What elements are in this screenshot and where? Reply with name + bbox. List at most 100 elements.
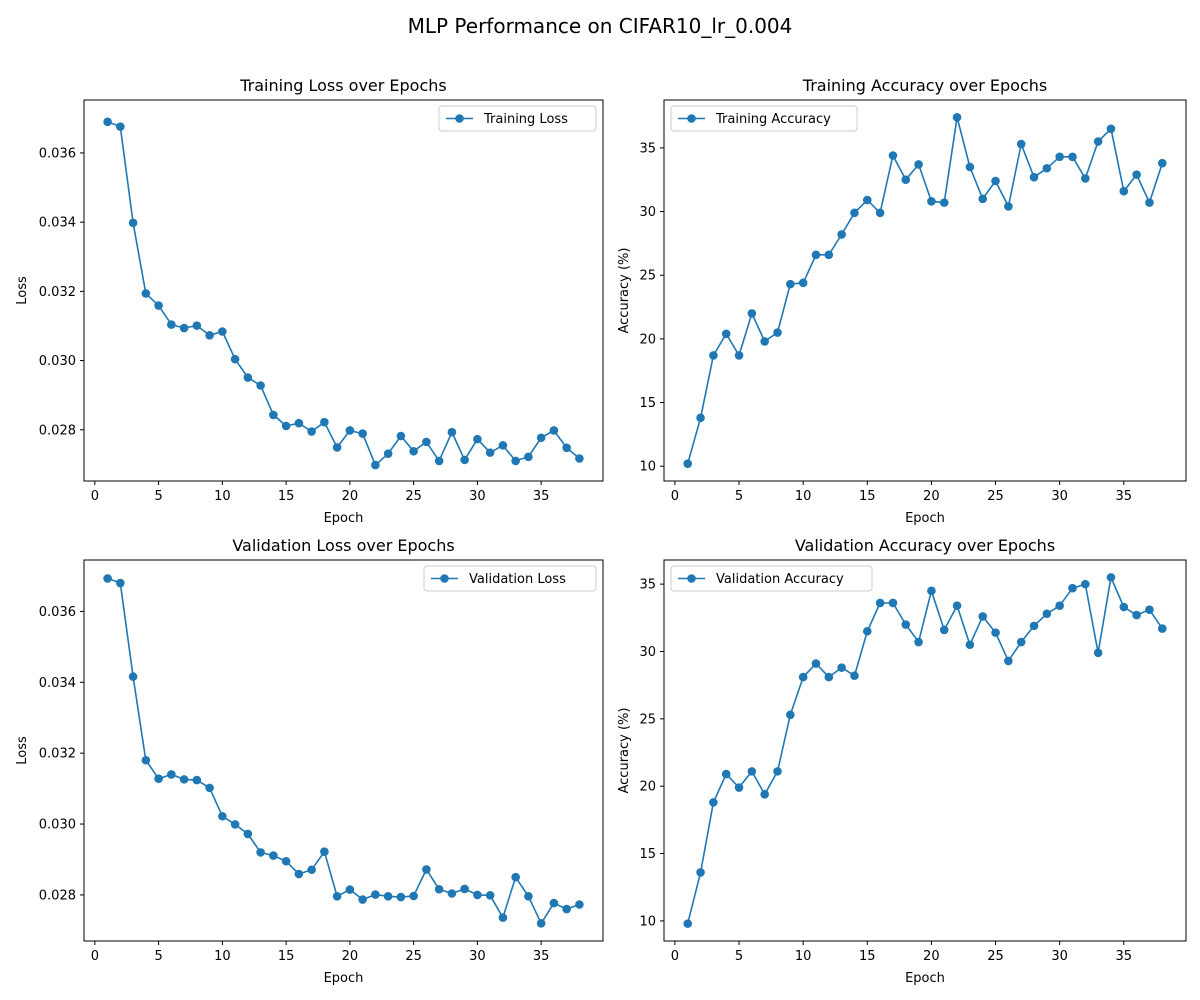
data-point xyxy=(281,421,291,431)
y-tick-label: 20 xyxy=(639,780,656,795)
x-tick-label: 20 xyxy=(342,489,359,504)
data-point xyxy=(721,329,731,339)
data-point xyxy=(991,176,1000,186)
x-tick-label: 10 xyxy=(795,949,812,964)
data-point xyxy=(141,289,151,298)
data-point xyxy=(536,918,546,928)
legend-box xyxy=(670,565,873,592)
data-point xyxy=(773,767,782,776)
x-axis-label: Epoch xyxy=(905,971,945,986)
x-tick-label: 0 xyxy=(91,949,99,964)
data-point xyxy=(1042,163,1052,173)
data-point xyxy=(875,208,885,218)
data-point xyxy=(1081,174,1090,183)
x-tick-label: 0 xyxy=(671,949,679,964)
data-point xyxy=(205,783,214,793)
legend-label: Validation Accuracy xyxy=(716,572,844,587)
x-tick-label: 5 xyxy=(154,949,162,964)
data-point xyxy=(798,278,808,288)
data-point xyxy=(218,327,227,336)
x-tick-label: 35 xyxy=(1116,489,1133,504)
data-point xyxy=(371,460,380,470)
data-point xyxy=(218,811,227,821)
chart-panel-2: Training Accuracy over Epochs 0 5 10 15 20 25 3… xyxy=(617,76,1187,526)
data-point xyxy=(269,851,278,860)
data-point xyxy=(901,175,911,185)
data-point xyxy=(747,767,757,776)
axes-frame xyxy=(83,99,604,482)
data-point xyxy=(747,309,757,318)
data-point xyxy=(786,710,795,720)
data-point xyxy=(332,892,342,901)
legend: Validation Loss xyxy=(423,565,597,592)
series-line xyxy=(686,576,1163,924)
y-tick-label: 15 xyxy=(639,847,656,862)
data-point xyxy=(696,413,705,423)
y-axis-label: Accuracy (%) xyxy=(617,248,632,334)
data-point xyxy=(1042,609,1052,619)
chart-panel-3: Validation Loss over Epochs 0 5 10 15 20 25 30 3… xyxy=(15,536,604,986)
data-point xyxy=(434,884,444,894)
y-axis-label: Accuracy (%) xyxy=(617,708,632,794)
data-point xyxy=(524,452,533,462)
y-tick-label: 0.032 xyxy=(39,285,76,300)
data-point xyxy=(914,637,923,647)
x-tick-label: 25 xyxy=(987,489,1004,504)
chart-panel-1: Training Loss over Epochs 0 5 10 15 20 25 30 35 0… xyxy=(15,76,604,526)
data-point xyxy=(383,892,393,901)
data-point xyxy=(952,601,962,610)
data-point xyxy=(837,230,846,239)
x-axis-label: Epoch xyxy=(905,511,945,526)
legend-label: Training Loss xyxy=(483,112,568,127)
x-axis-label: Epoch xyxy=(324,971,364,986)
legend-marker xyxy=(687,574,696,583)
y-tick-label: 35 xyxy=(639,141,656,156)
x-tick-label: 20 xyxy=(923,949,940,964)
y-tick-label: 0.036 xyxy=(39,605,76,620)
data-point xyxy=(524,892,533,901)
data-point xyxy=(811,659,821,668)
data-point xyxy=(978,612,988,621)
data-point xyxy=(447,427,457,437)
legend-box xyxy=(670,105,858,132)
data-point xyxy=(473,434,482,444)
x-tick-label: 5 xyxy=(735,949,743,964)
data-point xyxy=(824,672,834,682)
data-point xyxy=(965,162,975,172)
data-point xyxy=(141,755,151,765)
y-tick-label: 0.032 xyxy=(39,747,76,762)
x-tick-label: 20 xyxy=(923,489,940,504)
axes-title: Training Accuracy over Epochs xyxy=(802,76,1047,95)
x-tick-label: 15 xyxy=(278,949,295,964)
data-point xyxy=(422,865,431,874)
data-point xyxy=(447,889,457,898)
x-tick-label: 15 xyxy=(278,489,295,504)
legend: Training Accuracy xyxy=(670,105,858,132)
legend-marker xyxy=(440,574,449,583)
x-tick-label: 5 xyxy=(735,489,743,504)
data-point xyxy=(230,820,240,829)
data-point xyxy=(116,122,125,131)
legend-label: Validation Loss xyxy=(469,572,566,587)
x-tick-label: 25 xyxy=(405,489,422,504)
data-point xyxy=(294,869,304,879)
data-point xyxy=(294,418,304,428)
y-tick-label: 0.028 xyxy=(39,888,76,903)
data-point xyxy=(320,847,329,856)
x-tick-label: 30 xyxy=(1051,489,1068,504)
data-point xyxy=(709,351,718,360)
y-tick-label: 20 xyxy=(639,332,656,347)
data-point xyxy=(154,774,163,783)
x-tick-label: 10 xyxy=(214,949,231,964)
legend-box xyxy=(438,105,597,132)
x-tick-label: 20 xyxy=(342,949,359,964)
axes-title: Validation Loss over Epochs xyxy=(232,536,454,555)
data-point xyxy=(939,625,949,635)
y-tick-label: 25 xyxy=(639,269,656,284)
data-point xyxy=(358,895,367,904)
data-point xyxy=(409,446,418,456)
data-point xyxy=(396,892,406,902)
data-point xyxy=(1068,152,1077,162)
data-point xyxy=(1055,601,1064,610)
